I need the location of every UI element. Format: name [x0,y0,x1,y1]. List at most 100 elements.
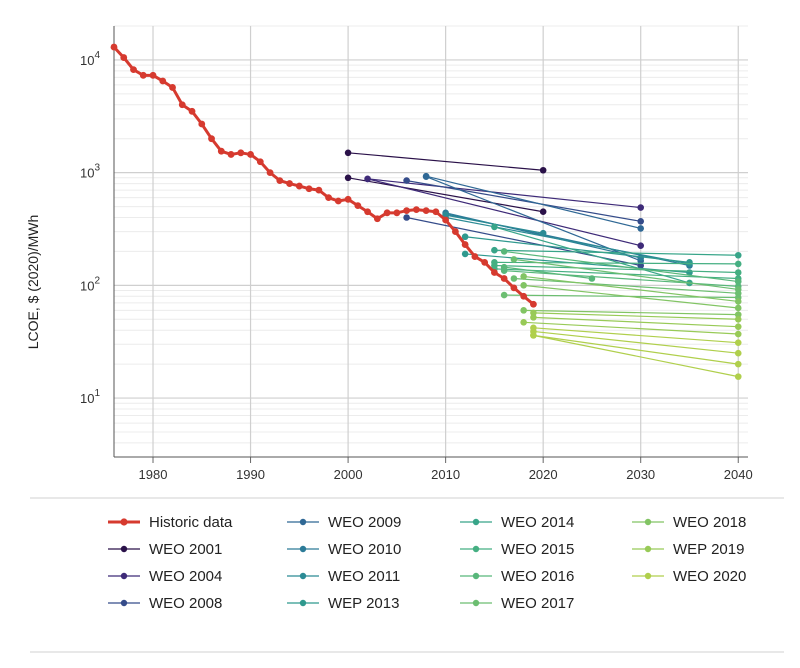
tick-labels: 101 102 103 104 1980 1990 2000 2010 2020 2030 2040 [80,50,753,482]
weo-2020-point [734,339,742,346]
weo-2020-line [533,330,739,354]
historic-point [442,216,450,224]
weo-2009-line [425,176,641,262]
weo-2001-point [539,208,547,216]
legend-item-weo-2010: WEO 2010 [287,541,401,558]
historic-point [364,208,371,216]
wep-2019-point [530,314,537,321]
legend-item-wep-2019: WEP 2019 [632,541,744,558]
legend-item-weo-2016: WEO 2016 [460,568,574,585]
legend-item-weo-2009: WEO 2009 [287,514,401,531]
historic-point [500,275,508,282]
y-tick-label: 101 [80,388,100,406]
historic-point [383,209,391,217]
historic-point [286,180,293,187]
x-tick-label: 1990 [236,467,265,482]
historic-point [247,151,254,158]
weo-2018-line [523,275,739,303]
legend-swatch-marker [299,572,307,580]
legend-swatch-marker [472,599,480,607]
legend-label: WEO 2004 [149,568,222,585]
historic-point [315,186,323,194]
historic-point [266,169,274,177]
weo-2009-line [425,175,641,230]
legend-item-weo-2004: WEO 2004 [108,568,222,585]
historic-point [198,120,206,128]
weo-2020-line [533,334,739,378]
legend-label: WEO 2011 [328,568,400,585]
legend-label: WEO 2008 [149,595,222,612]
historic-point [530,300,537,308]
legend: Historic data WEO 2001 WEO 2004 WEO 2008 WEO… [108,514,746,612]
weo-2020-point [734,349,742,357]
series-weo-2008 [403,177,645,269]
y-axis-label: LCOE, $ (2020)/MWh [25,215,41,350]
historic-point [461,241,469,248]
weo-2008-line [406,180,641,222]
legend-item-wep-2013: WEP 2013 [287,595,399,612]
wep-2019-line [533,316,739,328]
legend-label: WEO 2014 [501,514,574,531]
historic-point [188,107,196,115]
weo-2009-point [422,173,430,181]
historic-point [120,54,128,61]
weo-2015-line [494,261,739,265]
wep-2013-point [686,259,693,266]
historic-point [373,215,381,223]
wep-2013-line [465,236,690,263]
weo-2014-line [494,226,690,284]
weo-2001-line [348,152,544,171]
legend-label: WEO 2017 [501,595,574,612]
x-tick-label: 2040 [724,467,753,482]
wep-2019-line [523,321,739,335]
wep-2019-point [734,315,742,323]
weo-2011-line [445,216,690,265]
weo-2014-point [491,246,498,254]
weo-2004-line [367,178,641,209]
historic-point [130,66,137,74]
wep-2019-line [533,312,739,320]
weo-2018-point [734,298,742,305]
wep-2013-point [461,250,469,258]
weo-2014-point [734,251,742,259]
weo-2004-point [364,175,371,183]
weo-2009-point [637,225,645,232]
legend-label: WEO 2001 [149,541,222,558]
historic-point [159,77,167,85]
weo-2008-point [403,214,410,221]
legend-item-weo-2001: WEO 2001 [108,541,222,558]
legend-item-weo-2011: WEO 2011 [287,568,400,585]
legend-label: WEO 2016 [501,568,574,585]
legend-label: WEO 2018 [673,514,746,531]
legend-label: WEO 2009 [328,514,401,531]
historic-series [110,43,537,308]
weo-2020-line [533,327,739,344]
legend-label: WEO 2020 [673,568,746,585]
legend-label: WEO 2010 [328,541,401,558]
weo-2001-line [347,177,544,213]
legend-swatch-marker [472,518,480,526]
series-weo-2009 [422,172,645,265]
x-tick-label: 1980 [139,467,168,482]
legend-swatch-marker [299,518,307,526]
weo-2014-point [491,223,498,231]
minor-gridlines [114,25,748,458]
weo-2018-line [523,309,739,316]
legend-swatch-marker [472,545,480,553]
historic-point [110,43,118,51]
historic-point [491,269,498,276]
wep-2019-point [520,319,527,326]
series-wep-2019 [520,309,742,338]
weo-2015-point [734,269,742,276]
x-tick-label: 2000 [334,467,363,482]
series-weo-2018 [520,273,742,318]
wep-2019-point [734,323,742,330]
legend-item-weo-2015: WEO 2015 [460,541,574,558]
legend-item-weo-2017: WEO 2017 [460,595,574,612]
historic-point [305,185,313,193]
legend-item-historic-data: Historic data [108,514,233,531]
legend-swatch-marker [120,572,128,580]
weo-2018-point [520,273,527,280]
weo-2017-line [513,258,739,291]
